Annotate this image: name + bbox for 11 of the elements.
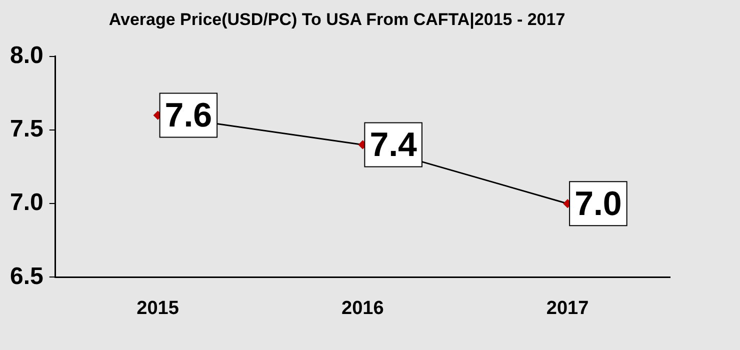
x-tick-label: 2017	[546, 298, 589, 319]
data-label: 7.6	[164, 96, 212, 135]
data-label: 7.0	[574, 184, 622, 223]
x-tick-label: 2016	[342, 298, 384, 319]
y-tick-label: 8.0	[10, 42, 44, 70]
chart-title: Average Price(USD/PC) To USA From CAFTA|2015 - 2017	[108, 10, 566, 29]
y-tick-label: 7.0	[10, 189, 44, 216]
x-tick-label: 2015	[136, 298, 180, 319]
data-label: 7.4	[370, 126, 418, 164]
y-tick-label: 7.5	[10, 116, 44, 143]
y-tick-label: 6.5	[10, 262, 44, 290]
